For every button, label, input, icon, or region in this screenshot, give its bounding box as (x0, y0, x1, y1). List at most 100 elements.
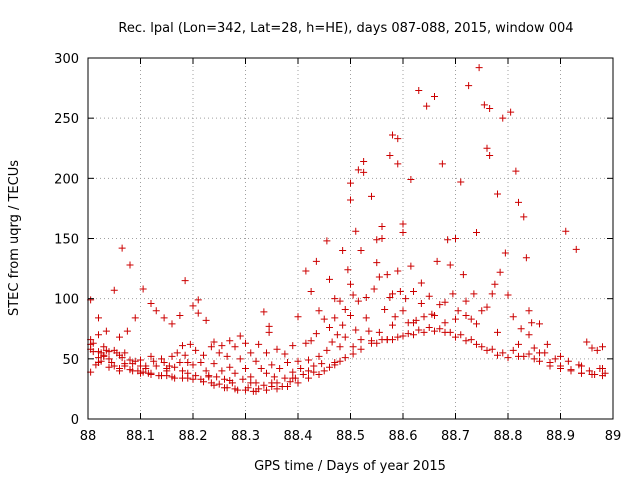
data-point (273, 345, 281, 353)
data-point (336, 297, 344, 305)
data-point (305, 374, 312, 382)
data-point (273, 385, 281, 393)
data-point (349, 343, 357, 351)
data-point (200, 378, 207, 386)
data-point (373, 339, 381, 347)
data-point (202, 367, 210, 375)
data-point (336, 343, 344, 351)
data-point (326, 324, 333, 332)
data-point (152, 307, 160, 315)
data-point (459, 271, 467, 279)
data-point (223, 352, 231, 360)
data-point (320, 315, 328, 323)
y-axis: 0 50 100 150 200 250 300 (54, 52, 613, 428)
data-point (168, 373, 176, 381)
data-point (147, 370, 155, 378)
data-point (467, 315, 475, 323)
data-point (294, 379, 302, 387)
data-point (543, 340, 551, 348)
data-point (239, 375, 247, 383)
x-tick-label: 89 (605, 429, 622, 444)
data-point (588, 370, 596, 378)
data-point (562, 227, 570, 235)
data-point (407, 262, 415, 270)
data-point (339, 247, 347, 255)
data-point (402, 295, 410, 303)
data-point (462, 297, 470, 305)
data-point (454, 307, 462, 315)
data-point (118, 354, 126, 362)
data-point (326, 363, 333, 371)
data-point (168, 352, 176, 360)
data-point (431, 327, 438, 335)
data-point (252, 357, 260, 365)
data-point (373, 236, 381, 244)
data-point (512, 167, 520, 175)
x-tick-label: 88.3 (231, 429, 260, 444)
data-point (480, 101, 488, 109)
data-point (231, 385, 239, 393)
data-point (425, 324, 433, 332)
data-point (567, 367, 575, 375)
data-point (318, 360, 326, 368)
data-point (105, 348, 113, 356)
data-point (375, 328, 383, 336)
x-tick-label: 88.8 (494, 429, 523, 444)
data-point (399, 220, 407, 228)
data-point (263, 386, 270, 394)
data-point (578, 362, 585, 370)
data-point (494, 190, 501, 198)
data-point (184, 358, 192, 366)
x-tick-label: 88 (80, 429, 97, 444)
data-point (473, 320, 480, 328)
data-point (504, 291, 512, 299)
data-point (441, 298, 449, 306)
data-point (394, 160, 402, 168)
data-point (473, 228, 480, 236)
data-point (488, 290, 496, 298)
data-point (305, 367, 312, 375)
y-tick-label: 100 (54, 293, 79, 308)
data-point (525, 331, 533, 339)
data-point (378, 222, 386, 230)
data-point (399, 228, 407, 236)
data-point (299, 370, 307, 378)
data-point (457, 331, 465, 339)
data-point (110, 362, 118, 370)
data-point (310, 368, 318, 376)
data-point (362, 293, 370, 301)
data-point (100, 352, 108, 360)
data-point (504, 354, 512, 362)
y-tick-label: 300 (54, 52, 79, 67)
data-point (176, 312, 184, 320)
data-point (420, 313, 428, 321)
chart-title: Rec. lpal (Lon=342, Lat=28, h=HE), days … (118, 21, 573, 36)
data-point (441, 319, 449, 327)
data-point (509, 313, 517, 321)
data-point (121, 360, 129, 368)
data-point (281, 350, 289, 358)
data-point (210, 360, 218, 368)
data-point (158, 355, 165, 363)
data-point (546, 362, 554, 370)
x-tick-label: 88.5 (336, 429, 365, 444)
data-point (294, 357, 302, 365)
data-point (360, 157, 368, 165)
data-point (599, 372, 606, 380)
data-point (378, 235, 386, 242)
data-point (410, 287, 417, 295)
data-point (205, 373, 213, 381)
data-point (276, 364, 284, 372)
y-tick-label: 200 (54, 172, 79, 187)
data-point (347, 312, 354, 320)
data-point (263, 349, 270, 357)
data-point (438, 160, 446, 168)
data-point (231, 343, 239, 351)
data-point (328, 338, 336, 346)
data-point (226, 337, 234, 345)
data-point (470, 290, 478, 298)
data-point (478, 343, 486, 351)
data-point (457, 178, 465, 186)
data-point (270, 373, 278, 381)
data-point (339, 321, 347, 329)
